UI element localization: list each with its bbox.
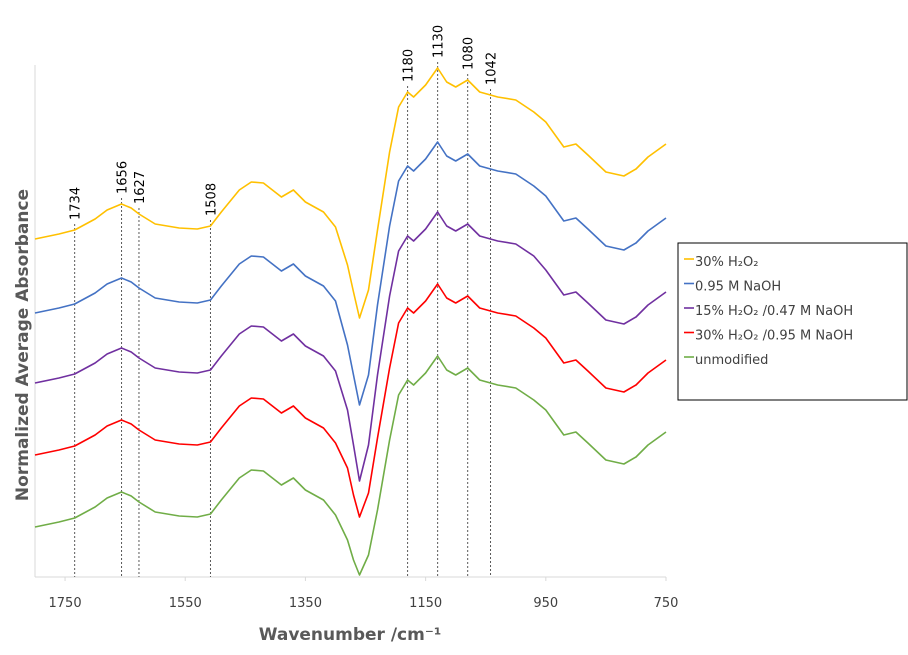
x-tick-label: 750 [654,596,679,611]
series-line [34,211,667,482]
series-line [34,355,667,576]
peak-label: 1627 [133,171,148,204]
series-line [34,141,667,406]
legend-label: unmodified [695,353,768,368]
peak-label: 1130 [432,25,447,58]
peak-label: 1734 [69,187,84,220]
series-line [34,283,667,518]
series-line [34,67,667,319]
x-axis-title: Wavenumber /cm⁻¹ [259,625,442,645]
peak-label: 1656 [116,161,131,194]
peak-label: 1080 [462,37,477,70]
peak-label: 1042 [485,52,500,85]
peak-label: 1508 [204,183,219,216]
y-axis-title: Normalized Average Absorbance [13,189,33,501]
legend-box [677,242,908,401]
x-tick-label: 1550 [169,596,202,611]
x-tick-label: 1150 [409,596,442,611]
peak-label: 1180 [402,49,417,82]
legend-label: 30% H₂O₂ [695,255,758,270]
legend-label: 0.95 M NaOH [695,280,781,295]
x-tick-label: 950 [533,596,558,611]
legend-label: 15% H₂O₂ /0.47 M NaOH [695,304,853,319]
x-tick-label: 1750 [49,596,82,611]
x-tick-label: 1350 [289,596,322,611]
legend-label: 30% H₂O₂ /0.95 M NaOH [695,329,853,344]
